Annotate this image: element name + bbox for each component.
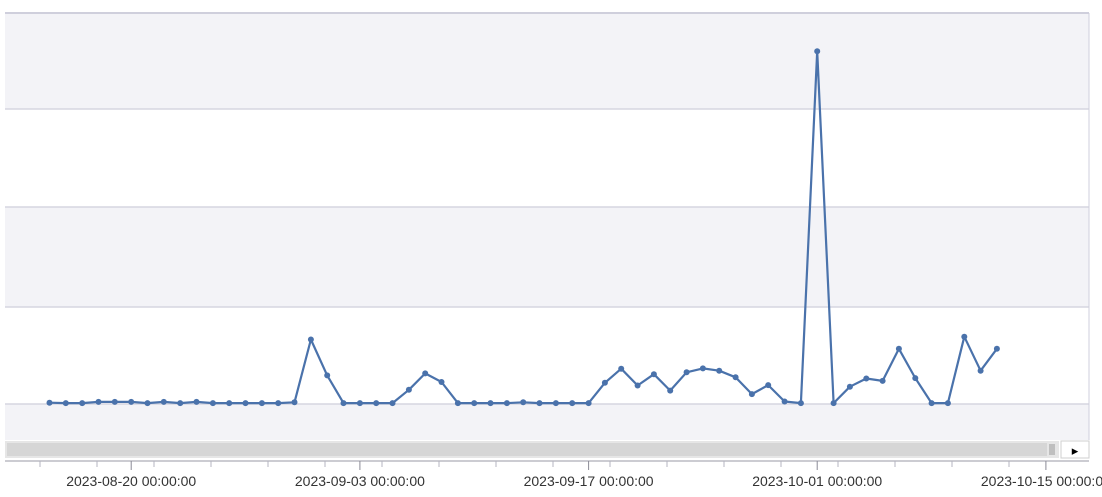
data-point xyxy=(912,375,919,382)
data-point xyxy=(944,400,951,407)
scrollbar-thumb-grip xyxy=(1049,444,1055,455)
data-point xyxy=(454,400,461,407)
plot-band xyxy=(5,307,1089,404)
data-point xyxy=(716,367,723,374)
data-point xyxy=(814,48,821,55)
data-point xyxy=(536,400,543,407)
data-point xyxy=(748,391,755,398)
data-point xyxy=(242,400,249,407)
x-tick-label: 2023-10-15 00:00:00 xyxy=(981,473,1102,489)
data-point xyxy=(585,400,592,407)
data-point xyxy=(618,365,625,372)
data-point xyxy=(667,387,674,394)
plot-band xyxy=(5,207,1089,307)
scrollbar-thumb[interactable] xyxy=(7,443,1047,456)
data-point xyxy=(193,398,200,405)
data-point xyxy=(683,369,690,376)
plot-background-bands xyxy=(5,13,1089,440)
x-tick-label: 2023-10-01 00:00:00 xyxy=(752,473,882,489)
data-point xyxy=(405,386,412,393)
scroll-right-arrow-icon: ▸ xyxy=(1072,443,1079,458)
data-point xyxy=(258,400,265,407)
data-point xyxy=(324,372,331,379)
data-point xyxy=(765,382,772,389)
scroll-right-button[interactable] xyxy=(1060,440,1090,459)
data-point xyxy=(307,336,314,343)
data-point xyxy=(895,345,902,352)
data-point xyxy=(699,365,706,372)
data-point xyxy=(520,399,527,406)
x-tick-label: 2023-09-03 00:00:00 xyxy=(295,473,425,489)
data-point xyxy=(356,400,363,407)
data-point xyxy=(552,400,559,407)
data-point xyxy=(226,400,233,407)
horizontal-scrollbar[interactable]: ▸ xyxy=(5,440,1090,459)
data-point xyxy=(781,398,788,405)
data-point xyxy=(977,367,984,374)
data-point xyxy=(830,400,837,407)
data-point xyxy=(961,333,968,340)
data-point xyxy=(634,382,641,389)
data-point xyxy=(569,400,576,407)
plot-band xyxy=(5,404,1089,440)
data-point xyxy=(487,400,494,407)
data-point xyxy=(209,400,216,407)
data-point xyxy=(438,379,445,385)
data-point xyxy=(650,371,657,378)
data-point xyxy=(993,345,1000,352)
data-point xyxy=(111,398,118,405)
data-point xyxy=(422,370,429,377)
x-axis-ticks: 2023-08-20 00:00:00 2023-09-03 00:00:00 20… xyxy=(66,461,1102,489)
series-layer xyxy=(46,48,1000,407)
data-point xyxy=(471,400,478,407)
data-point xyxy=(846,383,853,390)
data-point xyxy=(879,377,886,384)
data-point xyxy=(291,399,298,406)
data-point xyxy=(144,400,151,407)
data-point xyxy=(160,398,167,405)
data-point xyxy=(79,400,86,407)
x-tick-label: 2023-09-17 00:00:00 xyxy=(524,473,654,489)
data-point xyxy=(46,399,53,406)
data-point xyxy=(389,400,396,407)
data-point xyxy=(373,400,380,407)
data-point xyxy=(797,400,804,407)
data-point xyxy=(928,400,935,407)
data-point xyxy=(601,379,608,386)
plot-band xyxy=(5,13,1089,109)
x-axis-minor-ticks xyxy=(39,461,1010,467)
x-tick-label: 2023-08-20 00:00:00 xyxy=(66,473,196,489)
data-point xyxy=(732,374,739,381)
data-point xyxy=(340,400,347,407)
data-point xyxy=(503,400,510,407)
data-point xyxy=(177,400,184,407)
plot-band xyxy=(5,109,1089,207)
data-point xyxy=(128,398,135,405)
data-point xyxy=(863,375,870,382)
data-point xyxy=(275,400,282,407)
data-point xyxy=(95,398,102,405)
data-point xyxy=(62,400,69,407)
